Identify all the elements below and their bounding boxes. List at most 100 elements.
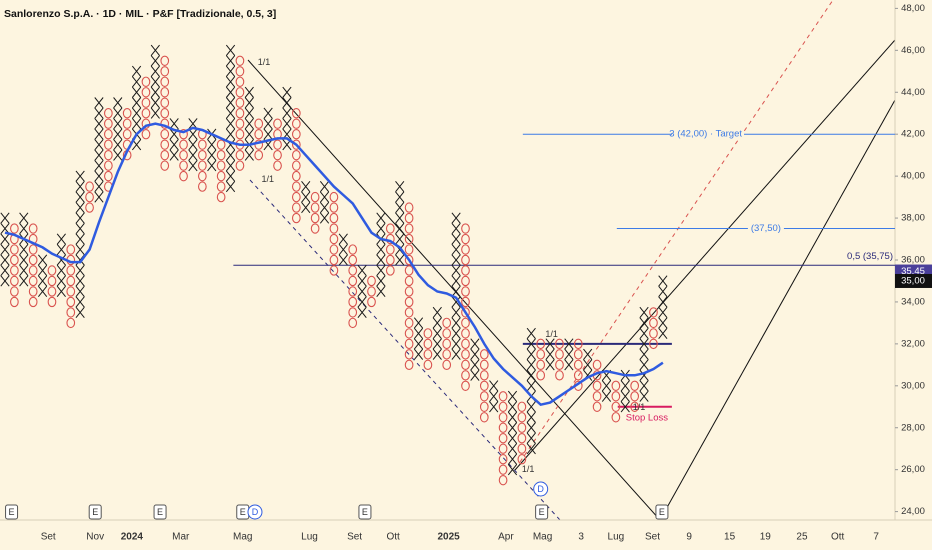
x-box: [601, 380, 612, 392]
x-box: [376, 212, 386, 224]
o-box: [461, 244, 470, 255]
o-box: [404, 202, 414, 213]
o-box: [254, 118, 264, 129]
pnf-column: [395, 181, 405, 266]
x-box: [451, 348, 461, 360]
o-box: [404, 254, 414, 266]
o-box: [611, 401, 621, 412]
pnf-column: [169, 118, 179, 161]
o-box: [479, 401, 489, 412]
o-box: [10, 286, 19, 297]
x-box: [37, 275, 48, 287]
pnf-column: [179, 129, 188, 182]
event-label: E: [362, 507, 368, 517]
event-label: E: [659, 507, 665, 517]
x-box: [244, 149, 254, 161]
o-box: [404, 223, 414, 234]
o-box: [461, 338, 470, 350]
x-box: [395, 202, 405, 214]
x-box: [545, 348, 555, 360]
pnf-column: [273, 118, 282, 171]
o-box: [592, 380, 602, 391]
x-box: [639, 306, 649, 318]
o-box: [197, 170, 207, 182]
x-box: [451, 264, 461, 277]
pnf-column: [319, 181, 330, 224]
o-box: [28, 265, 38, 276]
o-box: [611, 412, 621, 423]
x-box: [113, 107, 123, 119]
o-box: [461, 317, 470, 329]
o-box: [461, 370, 470, 381]
o-box: [649, 328, 658, 339]
x-box: [225, 55, 236, 67]
y-tick-label: 34,00: [901, 296, 925, 307]
pnf-column: [526, 327, 536, 455]
x-box: [470, 348, 480, 360]
x-box: [244, 97, 254, 109]
x-box: [0, 254, 10, 266]
x-box: [207, 139, 217, 151]
pnf-column: [10, 223, 19, 308]
pnf-column: [357, 264, 367, 318]
x-box: [150, 86, 160, 98]
x-box: [19, 212, 29, 224]
pnf-column: [150, 44, 160, 119]
o-box: [47, 296, 57, 308]
y-tick-label: 36,00: [901, 255, 925, 266]
x-box: [583, 348, 593, 360]
x-box: [451, 233, 461, 245]
x-box: [225, 181, 236, 193]
x-box: [432, 317, 442, 329]
x-tick-label: Apr: [498, 532, 514, 543]
pnf-column: [432, 306, 442, 360]
o-box: [592, 391, 602, 402]
o-box: [611, 391, 621, 402]
x-box: [451, 212, 461, 224]
x-box: [225, 86, 236, 98]
pnf-column: [564, 338, 574, 371]
pnf-column: [461, 223, 470, 391]
o-box: [423, 359, 433, 371]
x-tick-label: Set: [645, 532, 660, 543]
o-box: [536, 338, 546, 350]
o-box: [573, 370, 583, 381]
o-box: [348, 275, 358, 287]
x-box: [131, 97, 142, 109]
y-tick-label: 46,00: [901, 45, 925, 56]
o-box: [179, 149, 188, 161]
x-box: [131, 86, 142, 98]
event-label: D: [252, 507, 259, 517]
x-box: [545, 359, 555, 371]
event-marker: [358, 504, 372, 520]
x-box: [19, 222, 29, 235]
o-box: [630, 380, 640, 391]
o-box: [197, 139, 207, 150]
x-box: [583, 359, 593, 371]
event-label: E: [157, 507, 163, 517]
o-box: [141, 129, 151, 140]
x-box: [75, 170, 85, 182]
o-box: [517, 443, 527, 454]
x-box: [620, 380, 630, 392]
x-box: [620, 401, 630, 413]
pnf-column: [555, 338, 564, 381]
x-tick-label: 7: [873, 532, 879, 543]
o-box: [235, 129, 245, 140]
o-box: [28, 244, 38, 255]
x-box: [376, 254, 386, 266]
x-box: [225, 44, 236, 56]
x-box: [94, 97, 104, 109]
x-box: [432, 338, 442, 350]
x-tick-label: 15: [724, 532, 736, 543]
x-box: [56, 264, 66, 277]
x-box: [75, 306, 85, 318]
pnf-column: [19, 212, 29, 287]
o-box: [310, 212, 320, 224]
o-box: [160, 129, 170, 140]
x-box: [451, 285, 461, 298]
x-box: [526, 327, 536, 339]
o-box: [479, 359, 489, 371]
level-label: 0,5 (35,75): [847, 251, 893, 262]
o-box: [592, 359, 602, 371]
